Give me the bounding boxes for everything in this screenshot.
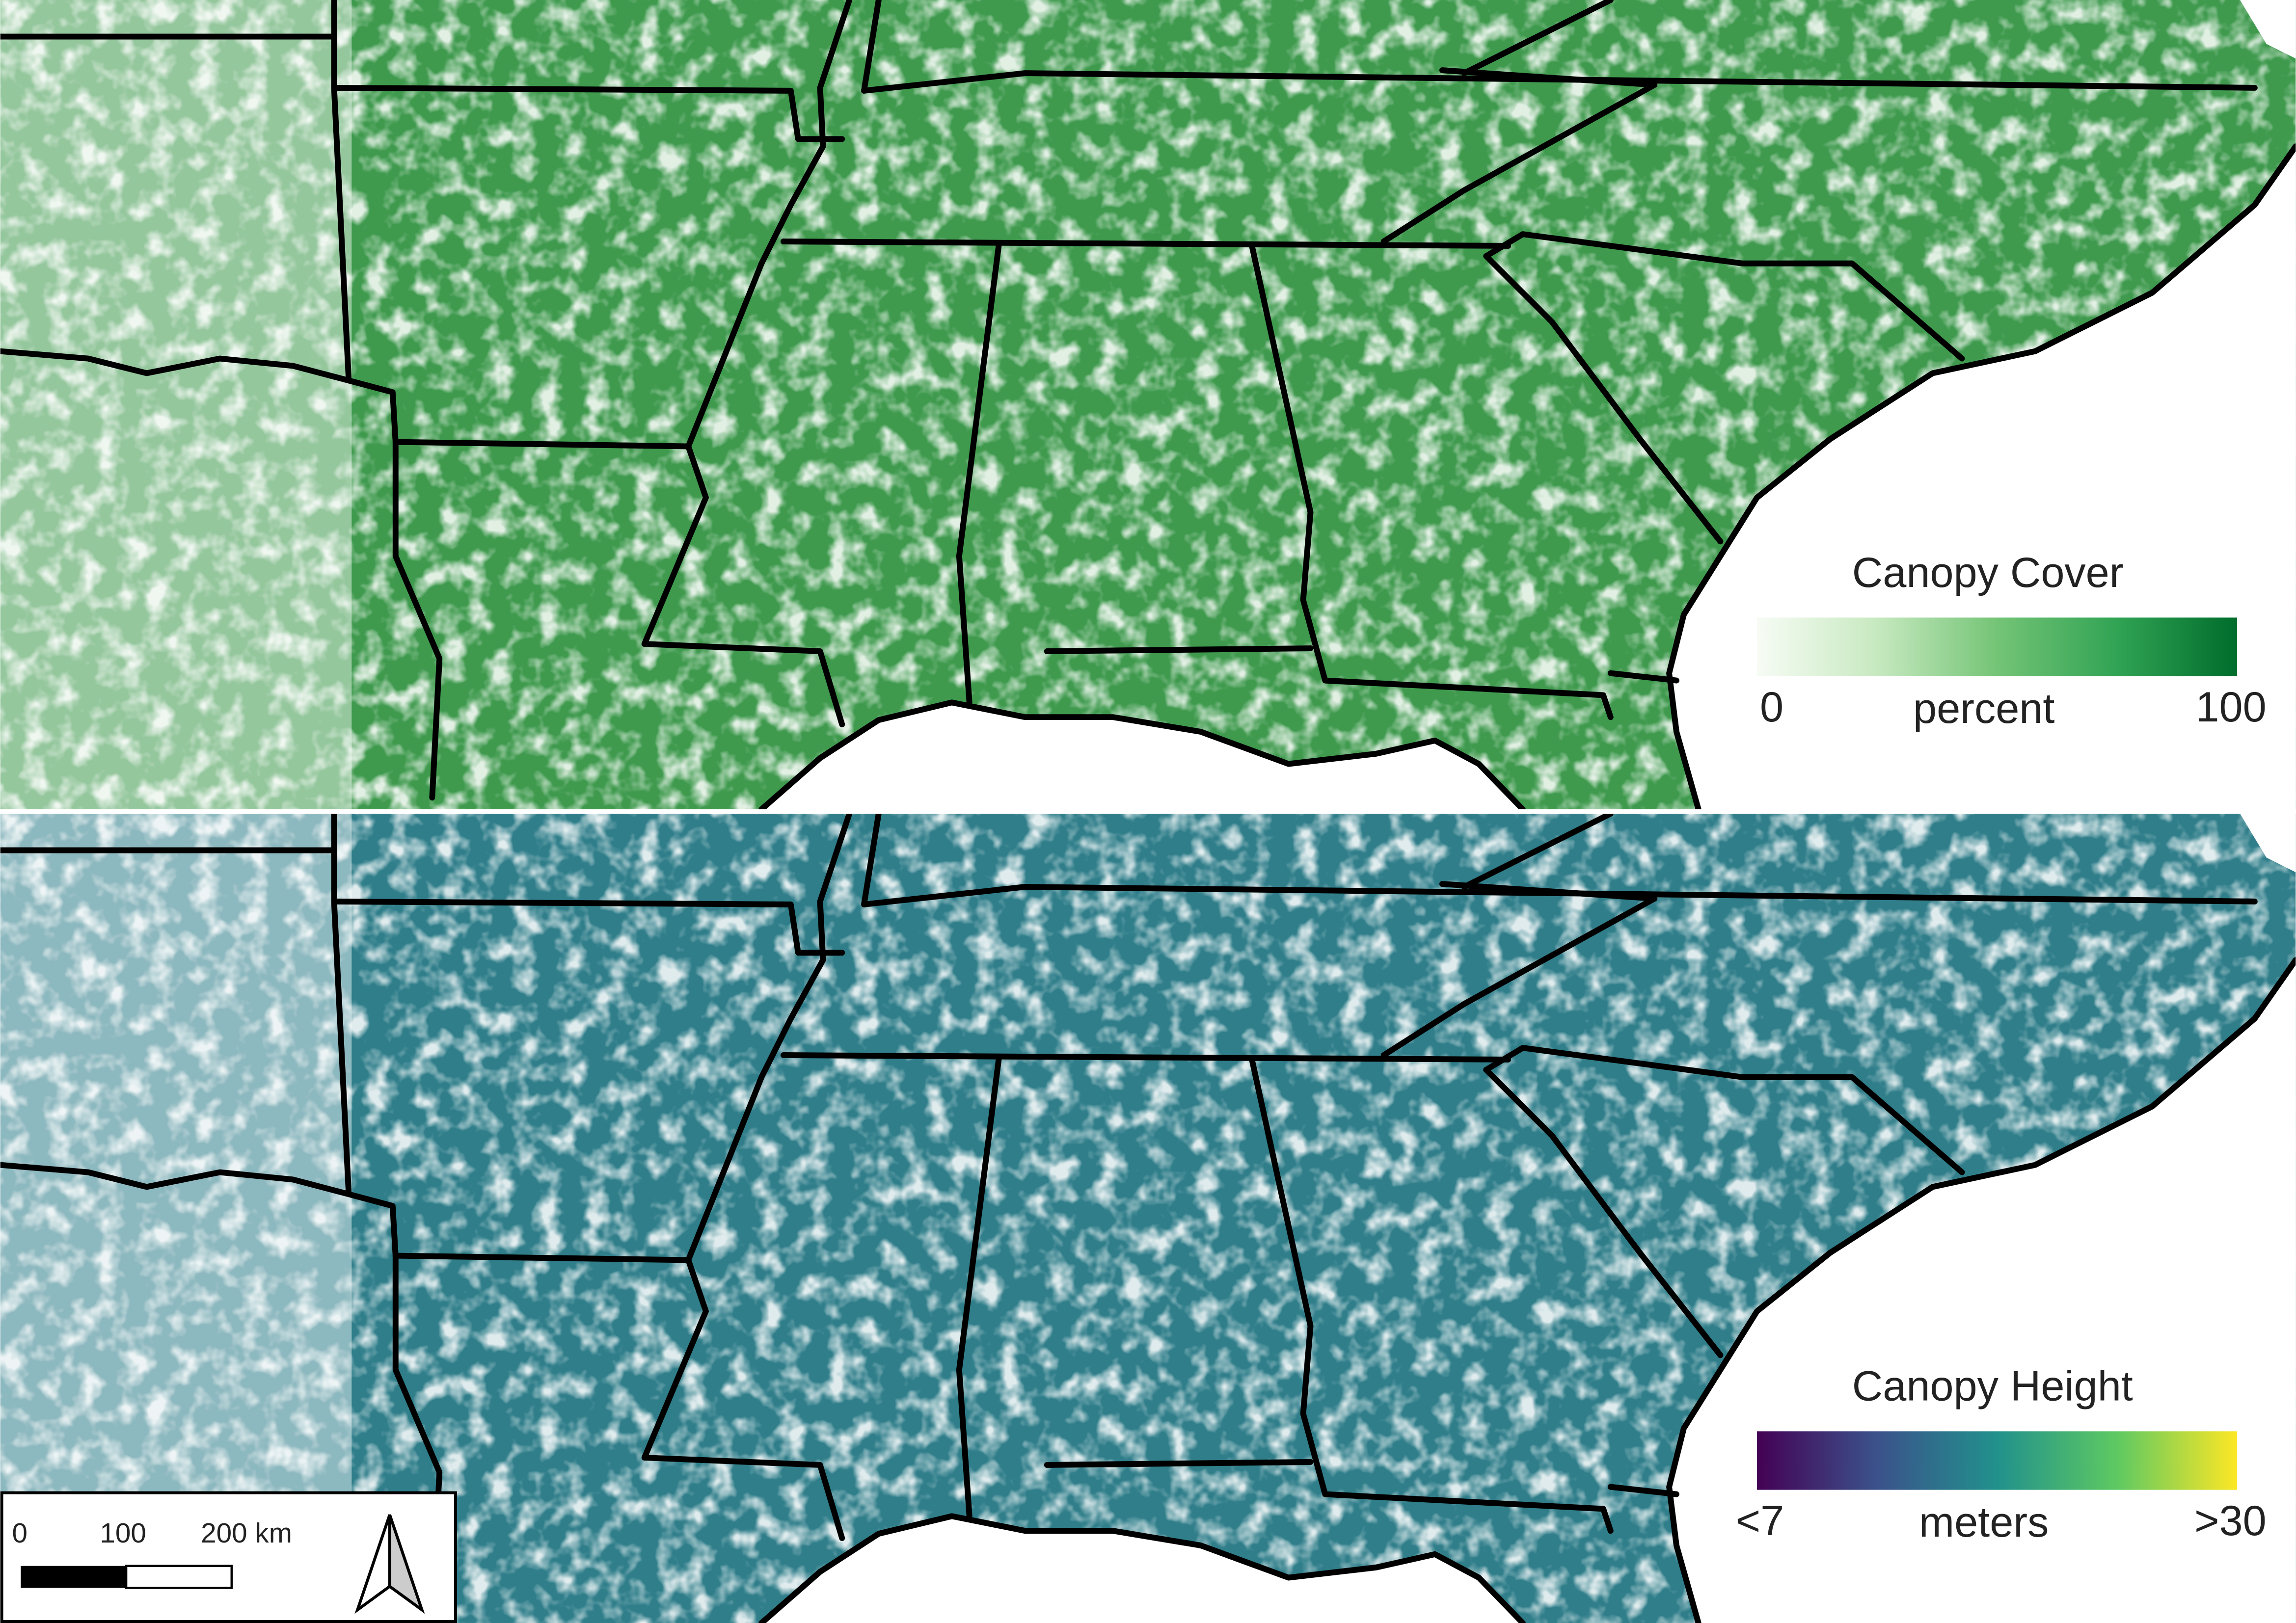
water (747, 702, 1523, 810)
scale-label: 0 (12, 1518, 27, 1549)
water (2240, 813, 2296, 873)
legend-max: 100 (2195, 684, 2266, 731)
legend-max: >30 (2194, 1497, 2267, 1544)
canopy-cover-panel: Canopy Cover 0 percent 100 (0, 0, 2296, 810)
scale-label: 100 (100, 1518, 146, 1549)
legend-unit: percent (1913, 685, 2054, 732)
north-arrow (388, 1514, 425, 1614)
western-fade (0, 0, 352, 810)
scale-segment (125, 1565, 233, 1589)
legend-unit: meters (1919, 1499, 2049, 1546)
legend-colorbar (1756, 1431, 2238, 1490)
scale-segment (21, 1566, 127, 1588)
legend-min: <7 (1736, 1497, 1784, 1544)
western-fade (0, 813, 352, 1623)
legend-title: Canopy Cover (1852, 549, 2124, 596)
legend-min: 0 (1760, 684, 1783, 731)
water (747, 1516, 1523, 1623)
legend-colorbar (1756, 617, 2238, 676)
scale-bar: 0 100 200 km (0, 1491, 458, 1623)
canopy-height-panel: Canopy Height <7 meters >30 (0, 813, 2296, 1623)
legend-title: Canopy Height (1852, 1363, 2133, 1410)
scale-label: 200 km (201, 1518, 292, 1549)
water (2240, 0, 2296, 59)
